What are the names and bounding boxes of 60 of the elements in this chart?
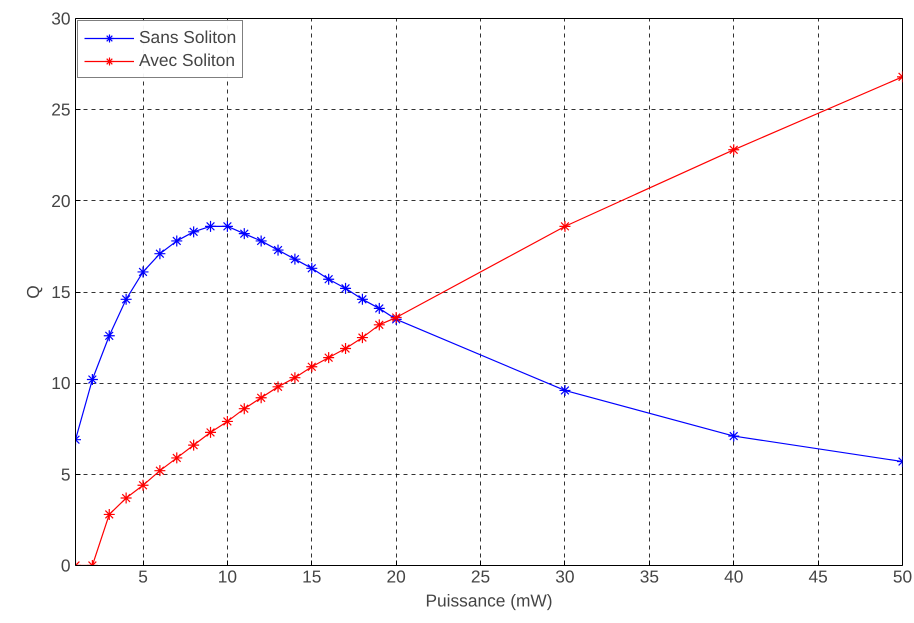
x-tick-label: 20 xyxy=(386,566,406,586)
y-tick-label: 15 xyxy=(51,282,71,302)
y-tick-label: 25 xyxy=(51,100,71,120)
x-tick-label: 50 xyxy=(892,566,912,586)
point xyxy=(188,226,200,238)
point xyxy=(322,273,335,286)
point xyxy=(103,508,116,521)
point xyxy=(221,415,234,428)
y-tick-label: 10 xyxy=(51,373,71,394)
point xyxy=(272,380,284,393)
point xyxy=(170,234,183,248)
point xyxy=(288,372,302,384)
point xyxy=(356,293,369,306)
point xyxy=(558,384,572,397)
x-tick-label: 5 xyxy=(138,566,148,586)
point xyxy=(238,402,250,415)
legend-label: Sans Soliton xyxy=(139,27,236,48)
point xyxy=(288,253,302,266)
x-axis-title: Puissance (mW) xyxy=(425,590,553,610)
point xyxy=(306,262,318,274)
point xyxy=(170,452,183,464)
point xyxy=(322,352,335,364)
point xyxy=(204,220,217,232)
point xyxy=(238,228,250,240)
point xyxy=(339,282,352,294)
point xyxy=(339,342,352,355)
point xyxy=(86,373,98,386)
y-axis-title: Q xyxy=(23,285,44,299)
point xyxy=(558,220,572,232)
point xyxy=(255,392,268,404)
point xyxy=(728,430,740,442)
x-tick-label: 35 xyxy=(640,566,659,586)
point xyxy=(103,330,116,342)
point xyxy=(373,302,386,315)
point xyxy=(204,426,217,438)
point xyxy=(154,248,166,260)
point xyxy=(373,318,386,331)
y-tick-label: 5 xyxy=(60,464,71,484)
point xyxy=(136,266,150,278)
point xyxy=(728,144,740,156)
x-tick-label: 40 xyxy=(724,566,744,586)
point xyxy=(272,244,284,256)
x-tick-label: 30 xyxy=(555,566,575,586)
y-tick-label: 0 xyxy=(60,556,71,576)
y-tick-label: 30 xyxy=(51,8,71,28)
point xyxy=(120,293,132,306)
point xyxy=(306,360,318,373)
point xyxy=(154,464,166,477)
point xyxy=(136,479,150,492)
point xyxy=(221,220,234,232)
x-tick-label: 25 xyxy=(470,566,490,586)
x-tick-label: 10 xyxy=(218,566,238,586)
point xyxy=(188,439,200,452)
y-tick-label: 20 xyxy=(51,190,71,211)
legend-label: Avec Soliton xyxy=(139,50,236,71)
x-tick-label: 45 xyxy=(808,566,828,586)
point xyxy=(255,234,268,248)
x-tick-label: 15 xyxy=(302,566,322,586)
point xyxy=(356,331,369,344)
point xyxy=(120,492,132,504)
